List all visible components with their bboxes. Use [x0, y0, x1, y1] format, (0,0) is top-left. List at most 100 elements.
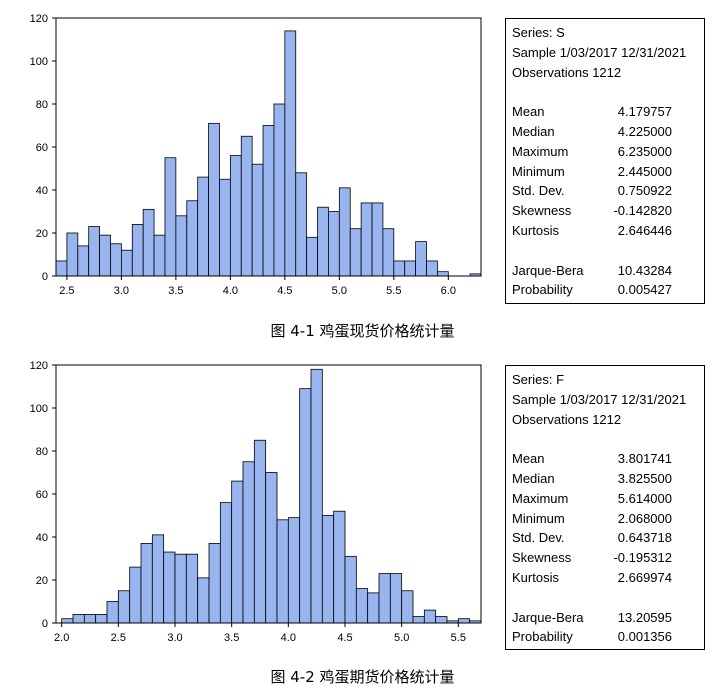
stat-row: Maximum 6.235000	[512, 142, 704, 162]
histogram-bar	[412, 616, 425, 624]
stat-row: Jarque-Bera 13.20595	[512, 608, 704, 628]
stat-value: 2.646446	[617, 222, 672, 238]
stat-row: Mean 3.801741	[512, 449, 704, 469]
histogram-bar	[426, 260, 438, 277]
stat-row: Kurtosis 2.646446	[512, 221, 704, 241]
x-tick-label: 3.0	[114, 285, 129, 297]
stat-value: -0.142820	[613, 203, 672, 219]
figure-futures-price: 0 20 40 60 80 100 120 2.0 2.5 3.0 3.5 4.0 4.5 5.0 5.5 …	[0, 346, 725, 692]
stat-row: Std. Dev. 0.643718	[512, 528, 704, 548]
histogram-futures-price: 0 20 40 60 80 100 120 2.0 2.5 3.0 3.5 4.0 4.5 5.0 5.5	[30, 360, 482, 644]
stat-label: Skewness	[512, 203, 572, 219]
histogram-bar	[120, 249, 133, 277]
histogram-bar	[110, 243, 122, 277]
histogram-bar	[253, 439, 267, 624]
histogram-bar	[95, 613, 108, 624]
stat-label: Median	[512, 470, 555, 486]
histogram-bar	[208, 122, 220, 277]
histogram-bar	[344, 555, 357, 624]
stat-label: Kurtosis	[512, 222, 559, 238]
histogram-bar	[66, 232, 79, 277]
histogram-bar	[393, 260, 406, 277]
stat-value: 0.750922	[617, 183, 672, 199]
x-tick-label: 4.0	[223, 285, 238, 297]
stat-value: -0.195312	[613, 550, 672, 566]
histogram-bar	[299, 388, 312, 624]
histogram-bar	[423, 609, 437, 624]
stat-label: Probability	[512, 282, 573, 298]
y-tick-label: 20	[36, 575, 48, 587]
histogram-bar	[153, 234, 166, 277]
histogram-bar	[83, 613, 97, 624]
histogram-bar	[77, 245, 90, 277]
x-tick-label: 4.5	[337, 632, 352, 644]
histogram-bar	[382, 228, 395, 277]
stats-panel-futures: Series: F Sample 1/03/2017 12/31/2021 Ob…	[505, 365, 705, 650]
x-tick-label: 3.5	[168, 285, 183, 297]
histogram-bar	[142, 208, 155, 277]
histogram-bar	[371, 202, 384, 277]
histogram-bar	[265, 472, 278, 624]
stat-row: Std. Dev. 0.750922	[512, 181, 704, 201]
stat-label: Minimum	[512, 163, 565, 179]
stat-value: 4.225000	[617, 123, 672, 139]
histogram-bar	[240, 135, 253, 277]
stat-value: 2.445000	[617, 163, 672, 179]
histogram-bar	[88, 226, 100, 277]
histogram-bar	[197, 577, 210, 624]
histogram-bar	[117, 590, 131, 624]
stat-label: Maximum	[512, 490, 569, 506]
stats-series: Series: F	[512, 372, 565, 387]
x-tick-label: 6.0	[441, 285, 456, 297]
histogram-bar	[129, 566, 142, 624]
histogram-bar	[262, 125, 275, 277]
x-tick-label: 2.5	[59, 285, 74, 297]
histogram-bar	[435, 616, 448, 624]
stat-label: Jarque-Bera	[512, 609, 584, 625]
histogram-bar	[321, 515, 335, 624]
x-tick-label: 5.5	[386, 285, 401, 297]
histogram-bar	[151, 534, 165, 624]
stat-row: Probability 0.001356	[512, 627, 704, 647]
x-tick-label: 3.0	[167, 632, 182, 644]
y-tick-label: 80	[36, 446, 48, 458]
histogram-bar	[55, 260, 68, 277]
histogram-bar	[106, 601, 119, 624]
y-tick-label: 100	[30, 56, 48, 68]
stats-sample: Sample 1/03/2017 12/31/2021	[512, 391, 687, 407]
histogram-bar	[219, 178, 231, 277]
stat-row: Median 3.825500	[512, 469, 704, 489]
y-tick-label: 40	[36, 532, 48, 544]
histogram-bar	[251, 163, 264, 277]
stats-panel-spot: Series: S Sample 1/03/2017 12/31/2021 Ob…	[505, 18, 705, 304]
histogram-bar	[310, 368, 323, 624]
y-tick-label: 80	[36, 99, 48, 111]
stat-label: Std. Dev.	[512, 530, 565, 546]
histogram-bar	[287, 517, 301, 624]
histogram-bar	[295, 172, 308, 277]
stat-value: 3.825500	[617, 470, 672, 486]
stat-label: Probability	[512, 629, 573, 645]
histogram-bar	[276, 519, 289, 624]
stats-rows: Mean 3.801741 Median 3.825500 Maximum 5.61400…	[512, 449, 704, 588]
histogram-bar	[333, 510, 346, 624]
figure-caption: 图 4-2 鸡蛋期货价格统计量	[270, 668, 455, 686]
stat-row: Kurtosis 2.669974	[512, 568, 704, 588]
histogram-bar	[437, 271, 449, 277]
y-tick-label: 120	[30, 360, 48, 372]
stat-row: Minimum 2.068000	[512, 509, 704, 529]
histogram-bar	[367, 592, 380, 624]
stat-label: Maximum	[512, 143, 569, 159]
histogram-bar	[349, 228, 362, 277]
stat-label: Skewness	[512, 550, 572, 566]
stat-label: Mean	[512, 104, 545, 120]
histogram-bar	[360, 202, 373, 277]
stat-value: 3.801741	[617, 451, 672, 467]
y-tick-label: 20	[36, 228, 48, 240]
x-tick-label: 3.5	[224, 632, 239, 644]
figure-spot-price: 0 20 40 60 80 100 120 2.5 3.0 3.5 4.0 4.5 5.0 5.5 6.0 …	[30, 13, 705, 340]
stats-rows: Mean 4.179757 Median 4.225000 Maximum 6.23500…	[512, 102, 704, 241]
stat-label: Jarque-Bera	[512, 262, 584, 278]
stat-label: Kurtosis	[512, 569, 559, 585]
y-tick-label: 60	[36, 489, 48, 501]
